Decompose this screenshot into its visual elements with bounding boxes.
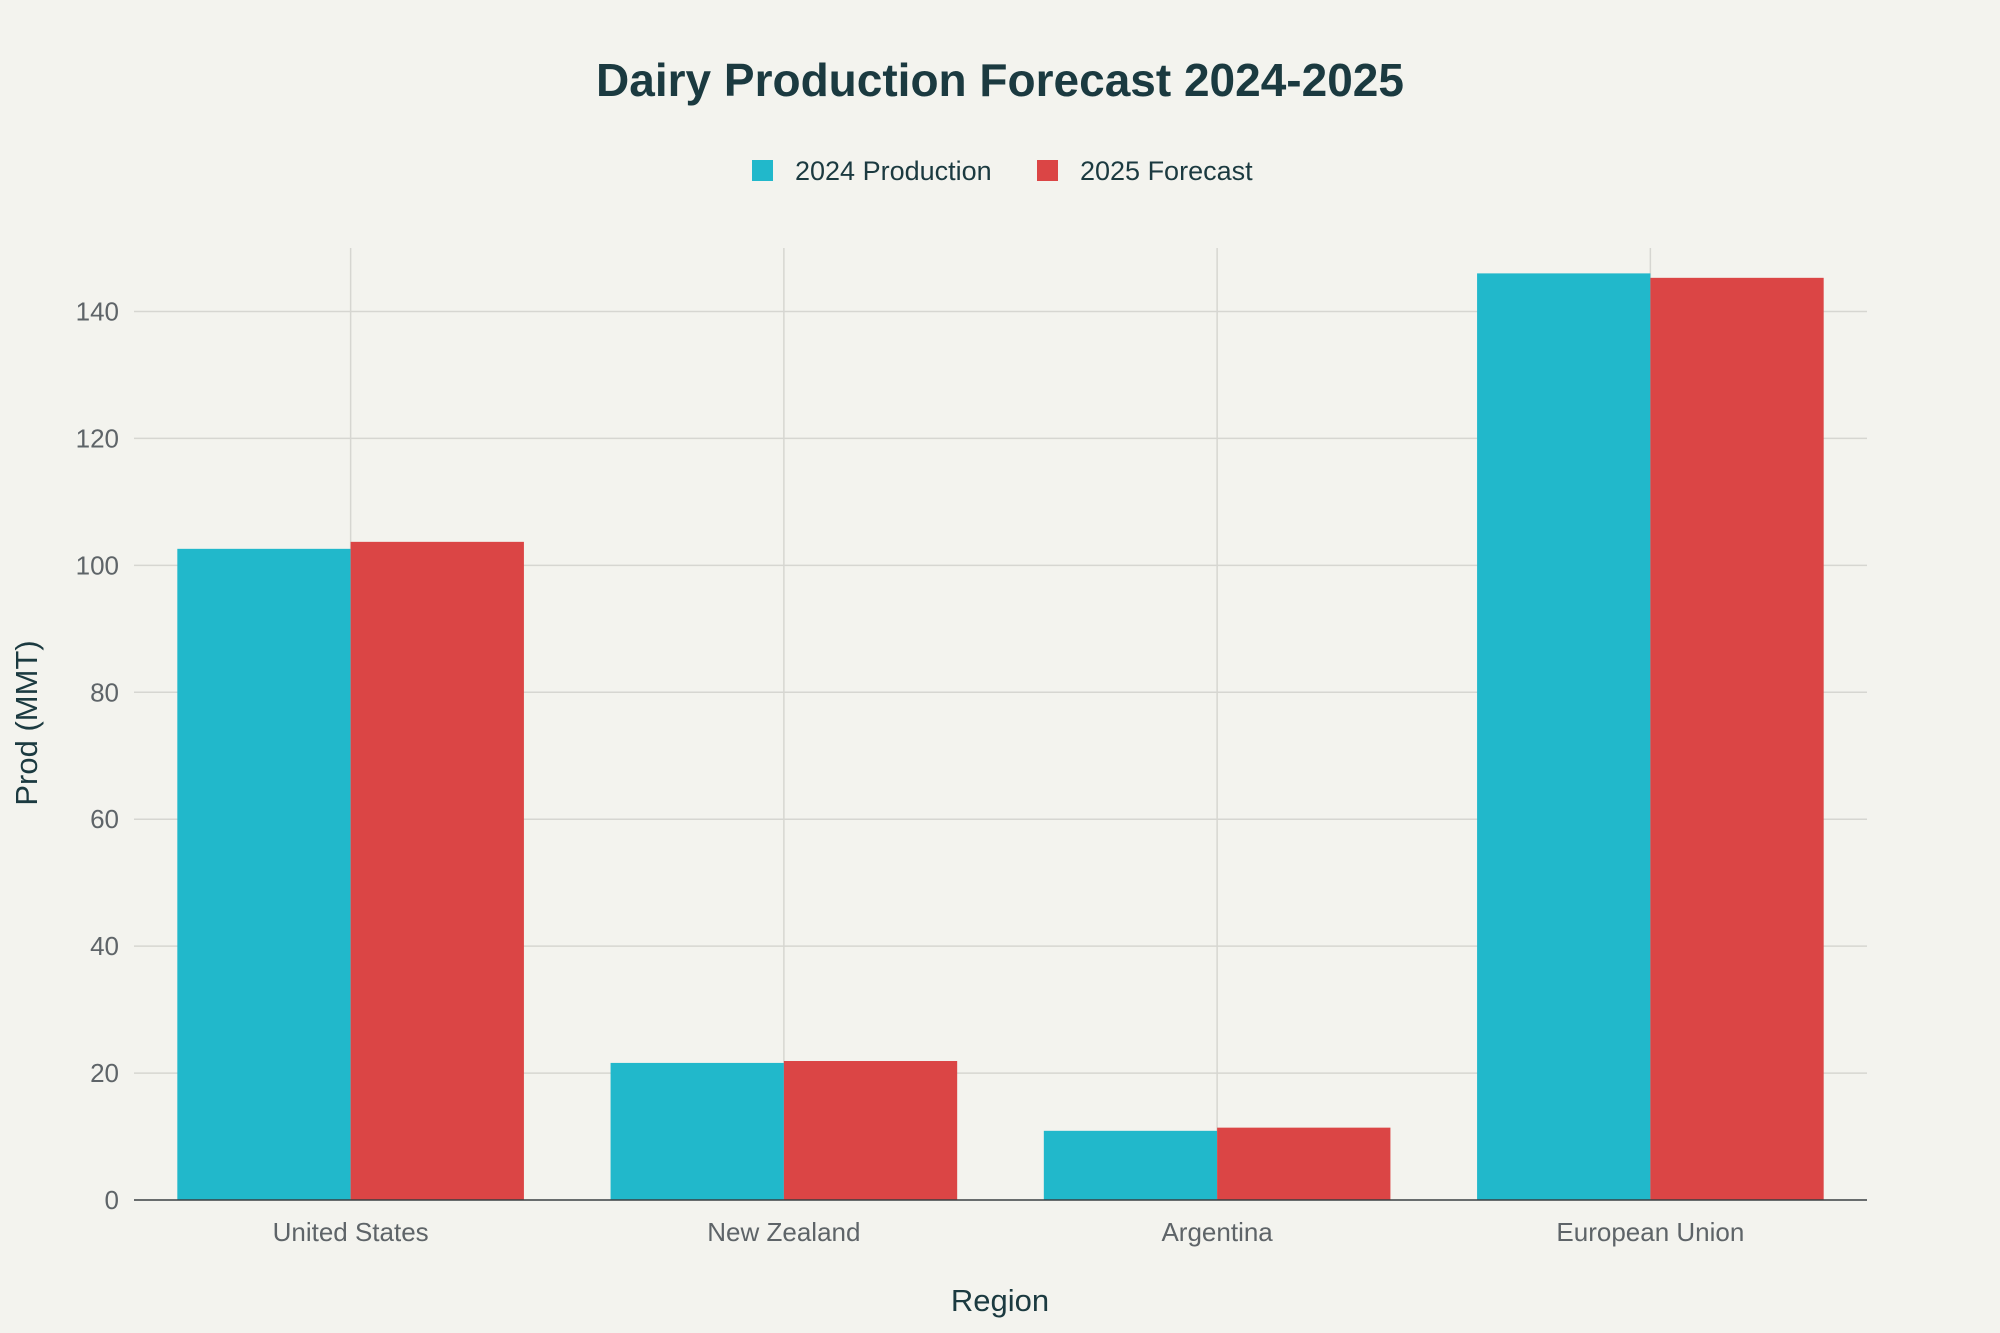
- legend-label-2025: 2025 Forecast: [1080, 156, 1253, 186]
- y-tick-label: 0: [105, 1185, 119, 1215]
- legend: 2024 Production 2025 Forecast: [752, 156, 1253, 186]
- bar-2025-european-union[interactable]: [1650, 277, 1824, 1200]
- y-tick-label: 60: [90, 804, 119, 834]
- chart-title: Dairy Production Forecast 2024-2025: [596, 54, 1404, 106]
- x-tick-label: United States: [273, 1217, 429, 1247]
- bar-2024-united-states[interactable]: [177, 548, 351, 1200]
- y-tick-label: 20: [90, 1058, 119, 1088]
- bar-2024-european-union[interactable]: [1477, 273, 1651, 1200]
- x-tick-label: Argentina: [1161, 1217, 1273, 1247]
- x-tick-label: European Union: [1556, 1217, 1744, 1247]
- y-axis-title: Prod (MMT): [9, 640, 44, 805]
- legend-swatch-2024: [752, 160, 773, 181]
- y-tick-label: 120: [76, 423, 119, 453]
- bars: [177, 273, 1824, 1200]
- bar-2025-new-zealand[interactable]: [783, 1061, 958, 1200]
- y-tick-label: 80: [90, 677, 119, 707]
- bar-2024-argentina[interactable]: [1043, 1130, 1218, 1200]
- legend-swatch-2025: [1037, 160, 1058, 181]
- y-tick-label: 40: [90, 931, 119, 961]
- x-tick-label: New Zealand: [707, 1217, 860, 1247]
- bar-2025-argentina[interactable]: [1217, 1127, 1391, 1200]
- legend-label-2024: 2024 Production: [795, 156, 992, 186]
- bar-2024-new-zealand[interactable]: [610, 1062, 784, 1200]
- bar-2025-united-states[interactable]: [350, 541, 524, 1200]
- x-axis-title: Region: [951, 1283, 1049, 1318]
- y-tick-label: 100: [76, 550, 119, 580]
- y-tick-label: 140: [76, 296, 119, 326]
- axes: 0 20 40 60 80 100 120 140 United States New Zeala…: [76, 296, 1867, 1247]
